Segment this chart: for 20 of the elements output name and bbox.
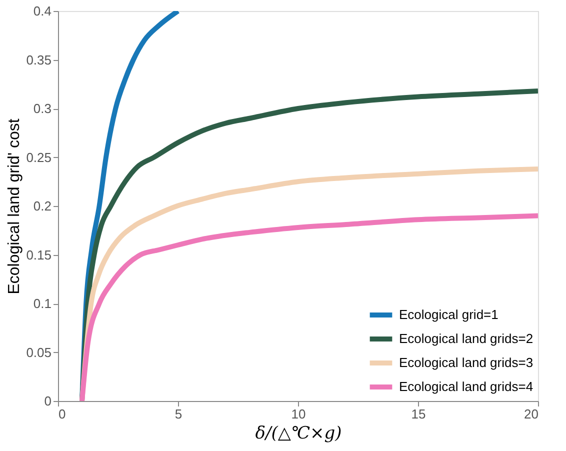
y-tick-label: 0.3 [33, 101, 52, 116]
x-tick-label: 10 [291, 406, 306, 422]
legend-label: Ecological land grids=3 [399, 355, 534, 370]
x-tick-label: 5 [174, 406, 182, 422]
y-tick-label: 0.05 [26, 344, 52, 360]
y-axis-title: Ecological land grid' cost [6, 118, 24, 294]
legend-label: Ecological grid=1 [399, 307, 498, 322]
y-tick-label: 0.4 [33, 4, 52, 18]
x-tick-label: 0 [58, 406, 66, 422]
y-tick-label: 0.25 [26, 150, 52, 165]
legend-label: Ecological land grids=4 [399, 379, 534, 394]
x-axis-title: δ/(△℃×g) [255, 424, 342, 444]
y-tick-label: 0.2 [33, 198, 52, 214]
x-tick-label: 15 [411, 406, 426, 422]
x-tick-label: 20 [524, 406, 538, 422]
y-tick-label: 0 [44, 394, 52, 408]
y-tick-label: 0.35 [26, 52, 52, 68]
y-tick-label: 0.15 [26, 247, 52, 262]
y-tick-label: 0.1 [33, 296, 52, 311]
legend-label: Ecological land grids=2 [399, 331, 534, 346]
